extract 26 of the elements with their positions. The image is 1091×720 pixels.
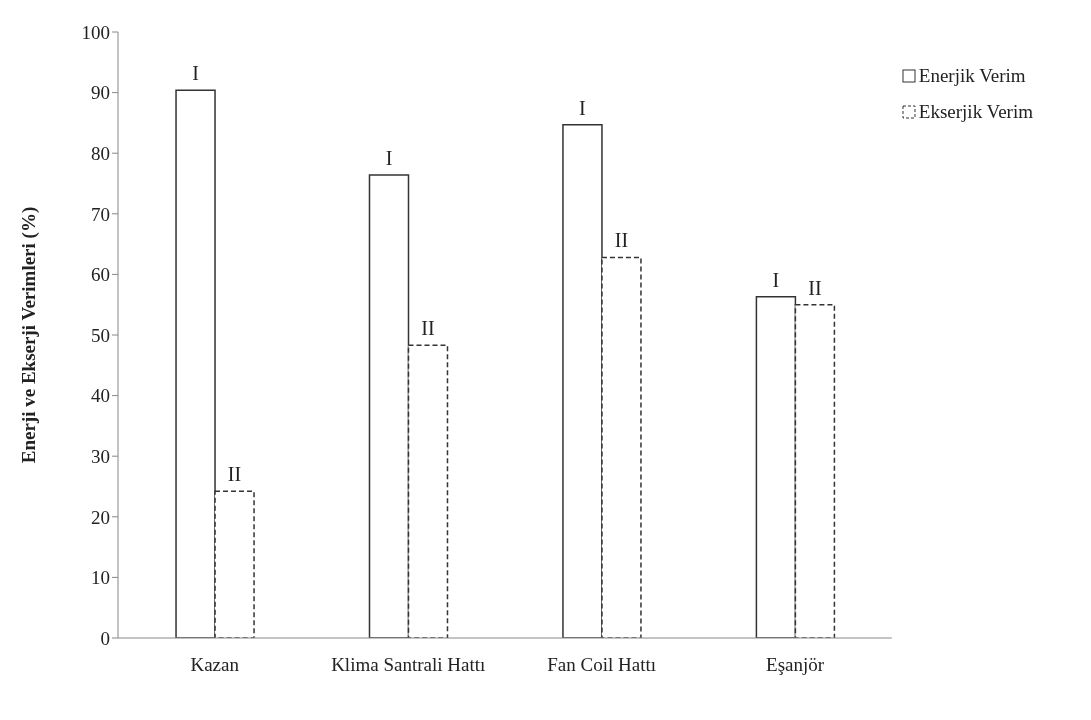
x-tick-label: Klima Santrali Hattı	[331, 654, 486, 676]
x-tick-label: Eşanjör	[766, 654, 825, 676]
legend-label: Ekserjik Verim	[918, 100, 1033, 124]
y-tick-label: 50	[91, 324, 110, 346]
data-label: II	[227, 463, 242, 486]
data-label: I	[579, 96, 586, 119]
y-axis-title: Enerji ve Ekserji Verimleri (%)	[17, 206, 40, 464]
data-label: II	[614, 229, 629, 252]
y-tick-label: 0	[100, 627, 110, 649]
y-tick-label: 60	[91, 264, 110, 286]
y-tick-label: 70	[91, 203, 110, 225]
y-tick-label: 40	[91, 385, 110, 407]
data-label: I	[192, 62, 199, 85]
y-tick-label: 30	[91, 445, 110, 467]
data-label: I	[385, 147, 393, 170]
data-label: II	[421, 317, 435, 340]
y-tick-label: 100	[81, 21, 110, 43]
x-tick-label: Fan Coil Hattı	[547, 654, 657, 676]
y-tick-label: 80	[91, 142, 110, 164]
data-label: I	[772, 268, 780, 291]
y-tick-label: 10	[91, 567, 110, 589]
x-tick-label: Kazan	[190, 654, 240, 676]
y-tick-label: 20	[91, 506, 110, 528]
data-label: II	[808, 276, 822, 299]
y-tick-label: 90	[91, 82, 110, 104]
legend-label: Enerjik Verim	[918, 64, 1026, 88]
